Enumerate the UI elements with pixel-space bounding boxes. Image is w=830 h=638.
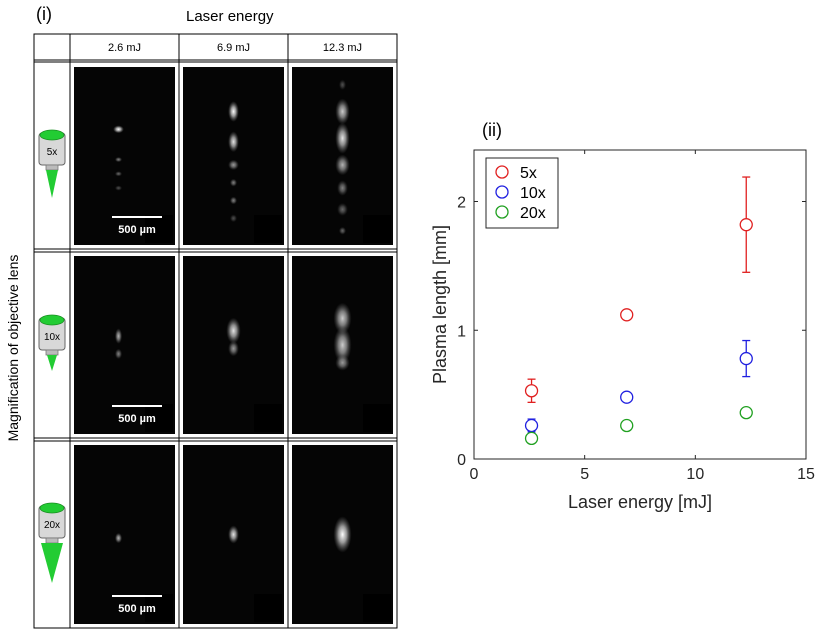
image-corner	[254, 215, 282, 243]
column-header: 2.6 mJ	[108, 42, 141, 54]
plasma-blob	[338, 79, 347, 91]
laser-cone-icon	[41, 543, 63, 583]
column-header: 12.3 mJ	[323, 42, 362, 54]
panel-i-label: (i)	[36, 4, 52, 24]
objective-nozzle-icon	[45, 537, 59, 544]
plasma-blob	[113, 125, 124, 134]
laser-energy-header: Laser energy	[186, 8, 274, 25]
objective-nozzle-icon	[45, 164, 59, 171]
objective-top-icon	[39, 314, 65, 326]
plasma-blob	[228, 340, 239, 357]
plasma-blob	[335, 122, 350, 154]
objective-top-icon	[39, 502, 65, 514]
objective-magnification: 20x	[44, 520, 60, 531]
plasma-blob	[114, 328, 123, 344]
objective-magnification: 5x	[47, 147, 58, 158]
plasma-blob	[114, 156, 123, 163]
plasma-blob	[228, 101, 239, 122]
plasma-blob	[333, 302, 352, 334]
image-corner	[145, 594, 173, 622]
scale-bar-label: 500 µm	[118, 603, 156, 615]
panel-ii-label: (ii)	[482, 120, 502, 140]
image-corner	[145, 404, 173, 432]
plasma-blob	[114, 185, 123, 191]
plasma-blob	[229, 196, 238, 205]
column-header: 6.9 mJ	[217, 42, 250, 54]
plasma-blob	[337, 202, 348, 216]
plasma-blob	[114, 171, 123, 177]
grid-frame	[33, 33, 398, 629]
plasma-blob	[333, 326, 352, 364]
scale-bar-label: 500 µm	[118, 224, 156, 236]
plasma-blob	[333, 516, 352, 553]
plasma-blob	[228, 131, 239, 153]
plasma-blob	[229, 214, 238, 223]
plasma-blob	[226, 317, 241, 344]
plasma-blob	[335, 355, 350, 371]
image-corner	[363, 404, 391, 432]
image-corner	[363, 594, 391, 622]
laser-cone-icon	[46, 170, 58, 198]
plasma-blob	[228, 159, 239, 171]
plasma-blob	[338, 226, 347, 235]
image-corner	[363, 215, 391, 243]
image-corner	[254, 404, 282, 432]
objective-top-icon	[39, 129, 65, 141]
plasma-blob	[337, 180, 348, 196]
plasma-blob	[114, 532, 123, 544]
laser-cone-icon	[47, 355, 57, 371]
plasma-blob	[335, 154, 350, 176]
objective-magnification: 10x	[44, 332, 60, 343]
plasma-blob	[335, 98, 350, 125]
plasma-blob	[228, 525, 239, 544]
scale-bar-label: 500 µm	[118, 413, 156, 425]
plasma-blob	[229, 178, 238, 187]
objective-nozzle-icon	[45, 349, 59, 356]
plasma-blob	[114, 348, 123, 360]
image-corner	[145, 215, 173, 243]
image-corner	[254, 594, 282, 622]
